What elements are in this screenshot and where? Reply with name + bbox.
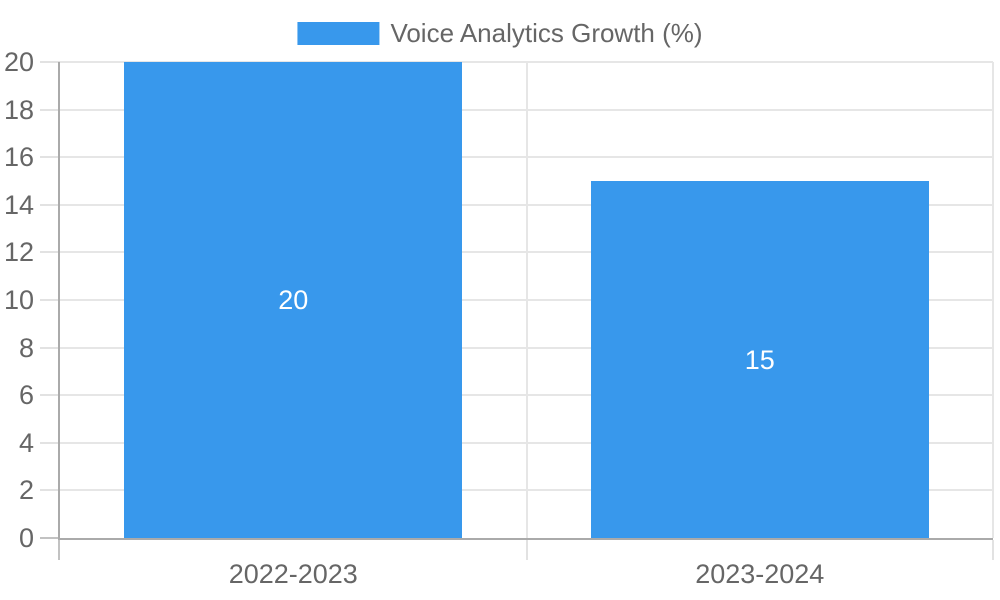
y-tick-mark (40, 537, 60, 539)
y-axis-tick-label: 18 (3, 94, 34, 125)
y-tick-mark (40, 441, 60, 444)
gridline (525, 62, 528, 538)
x-tick-mark (525, 540, 528, 560)
y-tick-mark (40, 156, 60, 159)
y-axis-tick-label: 4 (18, 427, 34, 458)
bar-value-label: 15 (744, 344, 775, 375)
y-tick-mark (40, 251, 60, 254)
x-tick-mark (992, 540, 994, 560)
legend-swatch (297, 21, 380, 45)
y-axis-line (58, 62, 60, 540)
y-axis-tick-label: 2 (18, 475, 34, 506)
y-tick-mark (40, 489, 60, 492)
y-tick-mark (40, 394, 60, 397)
y-axis-tick-label: 10 (3, 285, 34, 315)
y-tick-mark (40, 299, 60, 301)
y-tick-mark (40, 108, 60, 111)
bar-value-label: 20 (278, 285, 309, 315)
y-axis-tick-label: 0 (18, 523, 34, 553)
x-tick-mark (58, 540, 60, 560)
bar[interactable] (590, 181, 929, 538)
y-axis-tick-label: 20 (3, 47, 34, 77)
x-axis-tick-label: 2022-2023 (228, 559, 358, 589)
bar[interactable] (124, 62, 463, 538)
y-tick-mark (40, 346, 60, 349)
x-axis-line (58, 538, 993, 540)
y-axis-tick-label: 16 (3, 142, 34, 173)
x-axis-tick-label: 2023-2024 (695, 559, 825, 589)
y-tick-mark (40, 61, 60, 63)
legend-label: Voice Analytics Growth (%) (390, 17, 703, 48)
y-axis-tick-label: 12 (3, 237, 34, 268)
y-axis-tick-label: 14 (3, 189, 34, 220)
y-axis-tick-label: 8 (18, 332, 34, 363)
legend[interactable]: Voice Analytics Growth (%) (297, 17, 703, 48)
y-axis-tick-label: 6 (18, 380, 34, 411)
gridline (992, 62, 994, 538)
y-tick-mark (40, 203, 60, 206)
